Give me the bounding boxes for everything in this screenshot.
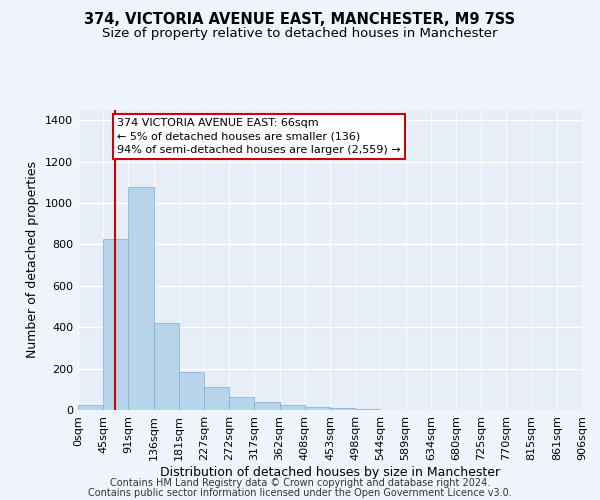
Text: Size of property relative to detached houses in Manchester: Size of property relative to detached ho… bbox=[102, 28, 498, 40]
Bar bbox=[330, 408, 355, 410]
Bar bbox=[179, 372, 204, 410]
Bar bbox=[154, 323, 179, 410]
Text: Contains public sector information licensed under the Open Government Licence v3: Contains public sector information licen… bbox=[88, 488, 512, 498]
Bar bbox=[254, 402, 280, 410]
Bar bbox=[204, 387, 229, 410]
Bar bbox=[78, 405, 103, 410]
Bar bbox=[280, 405, 305, 410]
Text: Contains HM Land Registry data © Crown copyright and database right 2024.: Contains HM Land Registry data © Crown c… bbox=[110, 478, 490, 488]
Bar bbox=[355, 409, 380, 410]
Bar bbox=[103, 240, 128, 410]
Bar bbox=[128, 186, 154, 410]
Bar bbox=[229, 396, 254, 410]
X-axis label: Distribution of detached houses by size in Manchester: Distribution of detached houses by size … bbox=[160, 466, 500, 478]
Text: 374, VICTORIA AVENUE EAST, MANCHESTER, M9 7SS: 374, VICTORIA AVENUE EAST, MANCHESTER, M… bbox=[85, 12, 515, 28]
Bar bbox=[305, 407, 330, 410]
Text: 374 VICTORIA AVENUE EAST: 66sqm
← 5% of detached houses are smaller (136)
94% of: 374 VICTORIA AVENUE EAST: 66sqm ← 5% of … bbox=[117, 118, 401, 154]
Y-axis label: Number of detached properties: Number of detached properties bbox=[26, 162, 40, 358]
